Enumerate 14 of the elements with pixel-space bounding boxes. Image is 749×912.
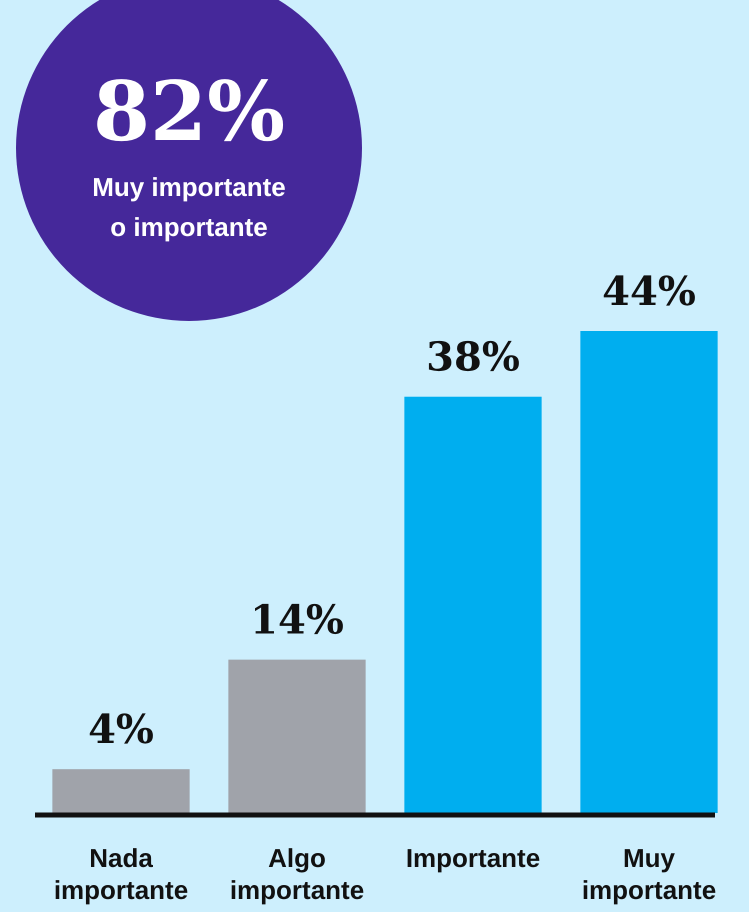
bar bbox=[404, 396, 542, 813]
bar bbox=[580, 331, 718, 813]
x-tick-label: Importante bbox=[406, 843, 540, 873]
data-label: 44% bbox=[602, 268, 696, 315]
x-tick-label: Nada importante bbox=[54, 843, 188, 905]
text: 82% bbox=[92, 64, 286, 160]
bar bbox=[52, 769, 190, 813]
bar bbox=[228, 660, 366, 813]
x-tick-label: Algo importante bbox=[230, 843, 364, 905]
x-tick-label: Muy importante bbox=[582, 843, 716, 905]
data-label: 14% bbox=[250, 596, 344, 644]
data-label: 4% bbox=[88, 706, 154, 754]
text: Muy importante o importante bbox=[92, 172, 286, 242]
data-label: 38% bbox=[426, 334, 520, 381]
